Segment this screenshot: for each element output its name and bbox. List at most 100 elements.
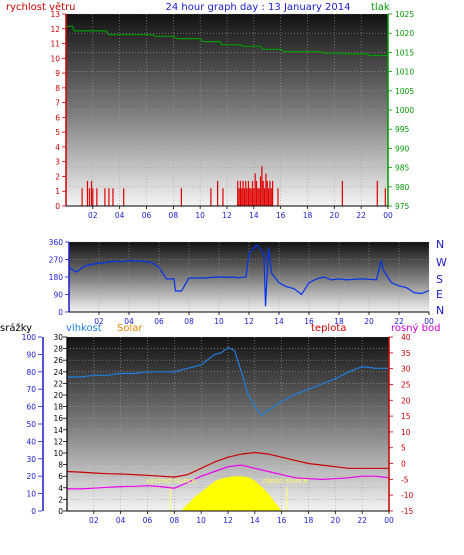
wind-speed-tick-label: 10 — [50, 54, 60, 63]
panel-2-time-tick-label: 00 — [424, 317, 434, 326]
wind-speed-tick-label: 4 — [55, 143, 60, 152]
panel-1-time-tick-label: 20 — [330, 211, 340, 220]
panel-humidity-temperature: 02 04 06 08 10 12 14 16 18 20 22 000102030405060708… — [22, 333, 414, 525]
precip-tick-label: 60 — [26, 403, 36, 412]
humidity-tick-label: 18 — [53, 403, 63, 412]
humidity-tick-label: 26 — [53, 356, 63, 365]
pressure-tick-label: 980 — [395, 183, 410, 192]
panel-1-time-tick-label: 22 — [356, 211, 366, 220]
wind-speed-tick-label: 0 — [55, 202, 60, 211]
dew-point-axis-label: rosný bod — [391, 322, 440, 334]
wind-speed-tick-label: 11 — [50, 40, 60, 49]
direction-tick-label: 90 — [53, 291, 63, 300]
panel-1-time-tick-label: 00 — [383, 211, 393, 220]
wind-speed-tick-label: 6 — [55, 113, 60, 122]
panel-2-time-tick-label: 04 — [124, 317, 134, 326]
pressure-tick-label: 990 — [395, 144, 410, 153]
sunrise-annotation: východ slunce — [146, 477, 196, 485]
panel-3-time-tick-label: 02 — [89, 516, 99, 525]
precip-tick-label: 80 — [26, 368, 36, 377]
panel-2-time-tick-label: 10 — [214, 317, 224, 326]
humidity-tick-label: 4 — [58, 484, 63, 493]
panel-1-time-tick-label: 06 — [142, 211, 152, 220]
precip-tick-label: 10 — [26, 490, 36, 499]
precip-tick-label: 100 — [22, 333, 37, 342]
panel-2-time-tick-label: 14 — [274, 317, 284, 326]
panel-3-time-tick-label: 10 — [196, 516, 206, 525]
wind-speed-tick-label: 3 — [55, 158, 60, 167]
panel-1-time-tick-label: 18 — [303, 211, 313, 220]
pressure-tick-label: 1025 — [395, 10, 414, 19]
panel-2-time-tick-label: 22 — [394, 317, 404, 326]
temp-tick-label: 15 — [401, 412, 411, 421]
wind-speed-tick-label: 13 — [50, 10, 60, 19]
sunset-annotation: západ slunce — [262, 477, 308, 485]
compass-label: S — [436, 273, 443, 286]
panel-3-time-tick-label: 04 — [116, 516, 126, 525]
panel-3-time-tick-label: 12 — [223, 516, 233, 525]
panel-1-time-tick-label: 16 — [276, 211, 286, 220]
panel-3-time-tick-label: 22 — [357, 516, 367, 525]
wind-speed-tick-label: 5 — [55, 128, 60, 137]
wind-speed-tick-label: 7 — [55, 99, 60, 108]
wind-speed-tick-label: 12 — [50, 25, 60, 34]
pressure-tick-label: 1005 — [395, 87, 414, 96]
pressure-tick-label: 995 — [395, 125, 410, 134]
humidity-tick-label: 8 — [58, 461, 63, 470]
panel-3-axes: 02 04 06 08 10 12 14 16 18 20 22 000102030405060708… — [22, 333, 414, 525]
humidity-tick-label: 16 — [53, 414, 63, 423]
panel-3-time-tick-label: 00 — [384, 516, 394, 525]
temp-tick-label: -10 — [401, 491, 413, 500]
direction-tick-label: 270 — [49, 256, 64, 265]
panel-2-time-tick-label: 02 — [94, 317, 104, 326]
panel-2-time-tick-label: 06 — [154, 317, 164, 326]
panel-3-time-tick-label: 16 — [277, 516, 287, 525]
wind-speed-tick-label: 1 — [55, 187, 60, 196]
panel-wind-pressure: 02 04 06 08 10 12 14 16 18 20 22 000123456789101112… — [50, 10, 414, 220]
panel-3-time-tick-label: 14 — [250, 516, 260, 525]
humidity-tick-label: 20 — [53, 391, 63, 400]
temperature-axis-label: teplota — [311, 323, 346, 334]
dew-point-line — [67, 464, 390, 490]
temp-tick-label: 10 — [401, 428, 411, 437]
humidity-tick-label: 6 — [58, 472, 63, 481]
panel-2-time-tick-label: 18 — [334, 317, 344, 326]
compass-label: N — [436, 238, 444, 251]
panel-1-time-tick-label: 14 — [249, 211, 259, 220]
wind-speed-tick-label: 2 — [55, 172, 60, 181]
wind-speed-axis-label: rychlost větru — [6, 1, 76, 13]
humidity-tick-label: 22 — [53, 379, 63, 388]
solar-label: Solar — [117, 323, 143, 334]
temp-tick-label: 40 — [401, 333, 411, 342]
temp-tick-label: 20 — [401, 396, 411, 405]
panel-2-time-tick-label: 20 — [364, 317, 374, 326]
precipitation-axis-label: srážky — [0, 322, 32, 334]
panel-1-grid — [66, 13, 389, 207]
direction-tick-label: 360 — [49, 238, 64, 247]
panel-3-time-tick-label: 06 — [143, 516, 153, 525]
precip-tick-label: 20 — [26, 472, 36, 481]
wind-direction-line — [68, 243, 430, 307]
panel-3-series — [66, 346, 390, 511]
panel-1-axes: 02 04 06 08 10 12 14 16 18 20 22 000123456789101112… — [50, 10, 414, 220]
temperature-line — [66, 451, 389, 478]
temp-tick-label: 0 — [401, 460, 406, 469]
temp-tick-label: 30 — [401, 365, 411, 374]
pressure-axis-label: tlak — [371, 2, 390, 13]
pressure-tick-label: 1015 — [395, 48, 414, 57]
compass-label: N — [436, 304, 444, 317]
humidity-axis-label: vlhkost — [66, 323, 102, 334]
pressure-tick-label: 985 — [395, 164, 410, 173]
panel-1-time-tick-label: 02 — [88, 211, 98, 220]
humidity-line — [67, 346, 389, 417]
panel-3-time-tick-label: 20 — [331, 516, 341, 525]
humidity-tick-label: 10 — [53, 449, 63, 458]
precip-tick-label: 30 — [26, 455, 36, 464]
precip-tick-label: 40 — [26, 437, 36, 446]
humidity-tick-label: 14 — [53, 426, 63, 435]
panel-2-time-tick-label: 08 — [184, 317, 194, 326]
compass-label: W — [436, 256, 447, 269]
